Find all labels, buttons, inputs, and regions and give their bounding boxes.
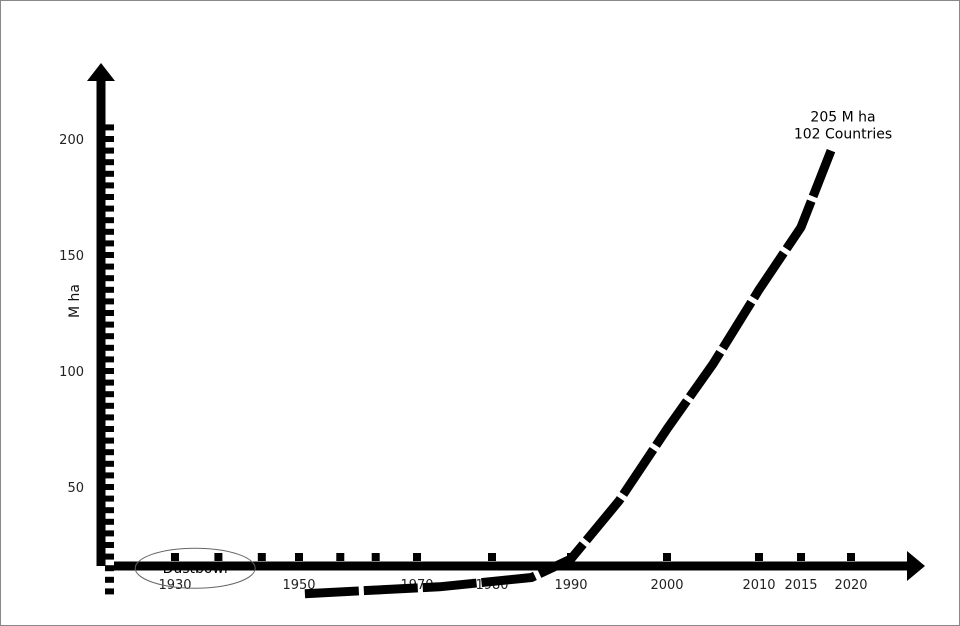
- x-axis-arrowhead: [907, 551, 925, 581]
- y-tick: [105, 368, 114, 374]
- y-axis-title: M ha: [67, 284, 83, 318]
- y-tick: [105, 310, 114, 316]
- y-tick: [105, 252, 114, 258]
- y-tick: [105, 530, 114, 537]
- y-tick: [105, 170, 114, 177]
- y-tick: [105, 136, 114, 142]
- y-tick: [105, 472, 114, 479]
- y-tick: [105, 565, 114, 572]
- y-tick-labels: 50 100 150 200: [59, 133, 84, 496]
- y-tick: [105, 205, 114, 212]
- y-tick: [105, 344, 114, 351]
- x-tick: [257, 553, 266, 561]
- y-tick: [105, 147, 114, 154]
- x-tick: [797, 553, 805, 561]
- x-tick-label: 2020: [834, 578, 867, 593]
- y-tick: [105, 194, 114, 200]
- x-tick-label: 2010: [742, 578, 775, 593]
- y-tick: [105, 402, 114, 409]
- y-tick: [105, 182, 114, 189]
- y-tick: [105, 391, 114, 398]
- endpoint-annotation-line: 205 M ha: [810, 109, 875, 125]
- x-tick: [295, 553, 303, 561]
- y-tick: [105, 449, 114, 456]
- x-tick-label: 2015: [784, 578, 817, 593]
- y-axis: 50 100 150 200 M ha: [59, 63, 115, 595]
- y-tick: [105, 159, 114, 166]
- y-ticks: [105, 124, 114, 595]
- y-tick: [105, 484, 114, 490]
- y-tick: [105, 298, 114, 305]
- x-tick-label: 2000: [650, 578, 683, 593]
- y-tick: [105, 286, 114, 293]
- y-tick: [105, 437, 114, 444]
- y-tick: [105, 356, 114, 363]
- y-tick: [105, 379, 114, 386]
- y-tick: [105, 263, 114, 270]
- x-tick-label: 1930: [158, 578, 191, 593]
- x-tick: [488, 553, 496, 561]
- series-group: [304, 148, 836, 599]
- y-tick: [105, 240, 114, 247]
- x-tick: [336, 553, 345, 561]
- y-tick-label: 50: [67, 481, 84, 496]
- x-ticks: [171, 553, 855, 561]
- x-tick: [663, 553, 671, 561]
- y-tick: [105, 576, 114, 583]
- x-tick: [171, 553, 179, 561]
- x-tick: [371, 553, 380, 561]
- x-tick: [847, 553, 855, 561]
- y-tick: [105, 460, 114, 467]
- y-tick: [105, 507, 114, 514]
- y-tick: [105, 333, 114, 340]
- x-axis: 1930 1950 1970 1980 1990 2000 2010 2015 2020: [114, 551, 925, 593]
- y-tick-label: 150: [59, 249, 84, 264]
- y-tick: [105, 553, 114, 560]
- y-tick-label: 200: [59, 133, 84, 148]
- dustbowl-ellipse: [134, 547, 256, 589]
- y-tick: [105, 414, 114, 421]
- series-line: [304, 148, 836, 599]
- y-tick: [105, 275, 114, 282]
- endpoint-annotation-line: 102 Countries: [794, 126, 892, 142]
- y-tick: [105, 321, 114, 328]
- x-tick: [413, 553, 421, 561]
- y-tick: [105, 495, 114, 502]
- y-tick: [105, 228, 114, 235]
- y-tick-label: 100: [59, 365, 84, 380]
- y-tick: [105, 426, 114, 432]
- x-tick: [214, 553, 223, 561]
- y-tick: [105, 518, 114, 525]
- dustbowl-label: Dustbowl: [163, 561, 228, 577]
- y-tick: [105, 588, 114, 595]
- y-tick: [105, 542, 114, 548]
- x-tick-label: 1990: [554, 578, 587, 593]
- x-tick: [755, 553, 763, 561]
- y-tick: [105, 124, 114, 131]
- y-axis-arrowhead: [87, 63, 115, 81]
- y-tick: [105, 217, 114, 224]
